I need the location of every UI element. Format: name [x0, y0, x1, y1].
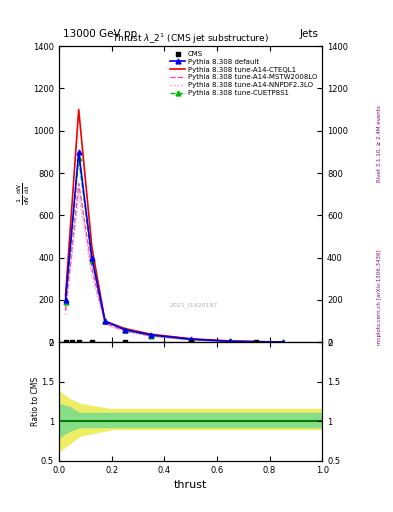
Pythia 8.308 tune-A14-MSTW2008LO: [63, 308, 68, 314]
Pythia 8.308 tune-A14-MSTW2008LO: [149, 333, 153, 339]
Pythia 8.308 default: [188, 336, 193, 342]
Pythia 8.308 tune-CUETP8S1: [149, 332, 153, 338]
Pythia 8.308 tune-A14-MSTW2008LO: [76, 181, 81, 187]
Text: Jets: Jets: [299, 29, 318, 39]
Pythia 8.308 tune-CUETP8S1: [76, 155, 81, 161]
Pythia 8.308 tune-A14-CTEQL1: [63, 293, 68, 299]
Pythia 8.308 default: [63, 297, 68, 303]
Text: 13000 GeV pp: 13000 GeV pp: [63, 29, 137, 39]
Pythia 8.308 tune-A14-CTEQL1: [281, 339, 285, 345]
Pythia 8.308 tune-A14-CTEQL1: [123, 326, 127, 332]
Text: mcplots.cern.ch [arXiv:1306.3436]: mcplots.cern.ch [arXiv:1306.3436]: [377, 249, 382, 345]
Pythia 8.308 tune-A14-NNPDF2.3LO: [123, 329, 127, 335]
Text: 2021_I1920187: 2021_I1920187: [169, 303, 218, 308]
Pythia 8.308 tune-CUETP8S1: [228, 338, 233, 345]
Pythia 8.308 tune-CUETP8S1: [123, 327, 127, 333]
Pythia 8.308 tune-A14-MSTW2008LO: [103, 320, 107, 326]
CMS: [187, 338, 194, 347]
Pythia 8.308 default: [281, 339, 285, 345]
Pythia 8.308 tune-A14-CTEQL1: [76, 106, 81, 113]
Pythia 8.308 tune-A14-NNPDF2.3LO: [281, 339, 285, 345]
Pythia 8.308 tune-CUETP8S1: [103, 318, 107, 324]
Pythia 8.308 tune-A14-NNPDF2.3LO: [228, 338, 233, 345]
Line: Pythia 8.308 tune-A14-MSTW2008LO: Pythia 8.308 tune-A14-MSTW2008LO: [66, 184, 283, 342]
Pythia 8.308 tune-A14-NNPDF2.3LO: [90, 271, 94, 278]
Pythia 8.308 tune-A14-MSTW2008LO: [188, 337, 193, 343]
Pythia 8.308 tune-A14-NNPDF2.3LO: [76, 191, 81, 197]
Pythia 8.308 tune-A14-MSTW2008LO: [90, 265, 94, 271]
CMS: [62, 338, 69, 347]
Pythia 8.308 tune-CUETP8S1: [90, 257, 94, 263]
Pythia 8.308 default: [90, 254, 94, 261]
CMS: [122, 338, 128, 347]
X-axis label: thrust: thrust: [174, 480, 207, 490]
Pythia 8.308 tune-A14-NNPDF2.3LO: [149, 333, 153, 339]
Title: Thrust $\lambda$_2$^1$ (CMS jet substructure): Thrust $\lambda$_2$^1$ (CMS jet substruc…: [112, 32, 269, 46]
Pythia 8.308 tune-A14-CTEQL1: [90, 244, 94, 250]
Pythia 8.308 tune-A14-NNPDF2.3LO: [63, 312, 68, 318]
Pythia 8.308 tune-A14-CTEQL1: [103, 318, 107, 324]
Pythia 8.308 tune-CUETP8S1: [188, 336, 193, 343]
CMS: [75, 338, 82, 347]
Text: Rivet 3.1.10, ≥ 2.4M events: Rivet 3.1.10, ≥ 2.4M events: [377, 105, 382, 182]
Line: Pythia 8.308 tune-A14-CTEQL1: Pythia 8.308 tune-A14-CTEQL1: [66, 110, 283, 342]
Y-axis label: Ratio to CMS: Ratio to CMS: [31, 377, 40, 426]
Pythia 8.308 default: [228, 338, 233, 345]
Y-axis label: $\frac{1}{\mathrm{d}N}\,\frac{\mathrm{d}N}{\mathrm{d}\lambda}$: $\frac{1}{\mathrm{d}N}\,\frac{\mathrm{d}…: [15, 183, 32, 205]
Legend: CMS, Pythia 8.308 default, Pythia 8.308 tune-A14-CTEQL1, Pythia 8.308 tune-A14-M: CMS, Pythia 8.308 default, Pythia 8.308 …: [169, 50, 319, 97]
Pythia 8.308 tune-A14-MSTW2008LO: [281, 339, 285, 345]
Pythia 8.308 default: [149, 332, 153, 338]
Pythia 8.308 default: [103, 318, 107, 324]
Pythia 8.308 tune-A14-CTEQL1: [149, 331, 153, 337]
Pythia 8.308 tune-A14-MSTW2008LO: [123, 328, 127, 334]
Line: Pythia 8.308 tune-A14-NNPDF2.3LO: Pythia 8.308 tune-A14-NNPDF2.3LO: [66, 194, 283, 342]
Pythia 8.308 default: [123, 327, 127, 333]
Pythia 8.308 tune-A14-NNPDF2.3LO: [103, 321, 107, 327]
Pythia 8.308 tune-CUETP8S1: [63, 299, 68, 305]
Pythia 8.308 tune-A14-MSTW2008LO: [228, 338, 233, 345]
Line: Pythia 8.308 tune-CUETP8S1: Pythia 8.308 tune-CUETP8S1: [63, 156, 285, 345]
CMS: [253, 338, 260, 347]
Pythia 8.308 tune-CUETP8S1: [281, 339, 285, 345]
Pythia 8.308 tune-A14-NNPDF2.3LO: [188, 337, 193, 343]
CMS: [69, 338, 75, 347]
Pythia 8.308 default: [76, 149, 81, 155]
Pythia 8.308 tune-A14-CTEQL1: [188, 336, 193, 342]
Pythia 8.308 tune-A14-CTEQL1: [228, 338, 233, 344]
Line: Pythia 8.308 default: Pythia 8.308 default: [63, 150, 285, 345]
CMS: [89, 338, 95, 347]
